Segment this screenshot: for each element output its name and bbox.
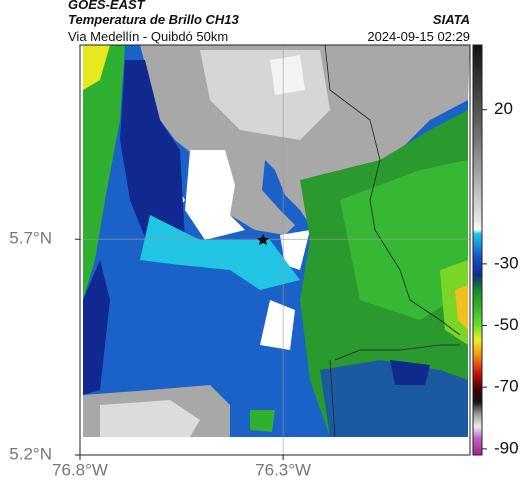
subtitle: Via Medellín - Quibdó 50km [68, 29, 228, 44]
title: Temperatura de Brillo CH13 [68, 12, 240, 27]
map-frame [79, 44, 471, 456]
colorbar-tick-label: 20 [494, 99, 513, 118]
y-tick-label: 5.7°N [9, 229, 52, 248]
org: SIATA [433, 12, 470, 27]
timestamp: 2024-09-15 02:29 [367, 29, 470, 44]
colorbar-tick-label: -30 [494, 253, 519, 272]
colorbar-tick-label: -50 [494, 315, 519, 334]
imagery [80, 45, 470, 455]
x-tick-label: 76.8°W [52, 460, 108, 479]
colorbar-tick-label: -70 [494, 377, 519, 396]
colorbar-tick-label: -90 [494, 438, 519, 457]
location-marker [257, 234, 269, 245]
colorbar [472, 44, 483, 456]
y-tick-label: 5.2°N [9, 444, 52, 463]
x-tick-label: 76.3°W [255, 460, 311, 479]
source: GOES-EAST [68, 0, 146, 12]
